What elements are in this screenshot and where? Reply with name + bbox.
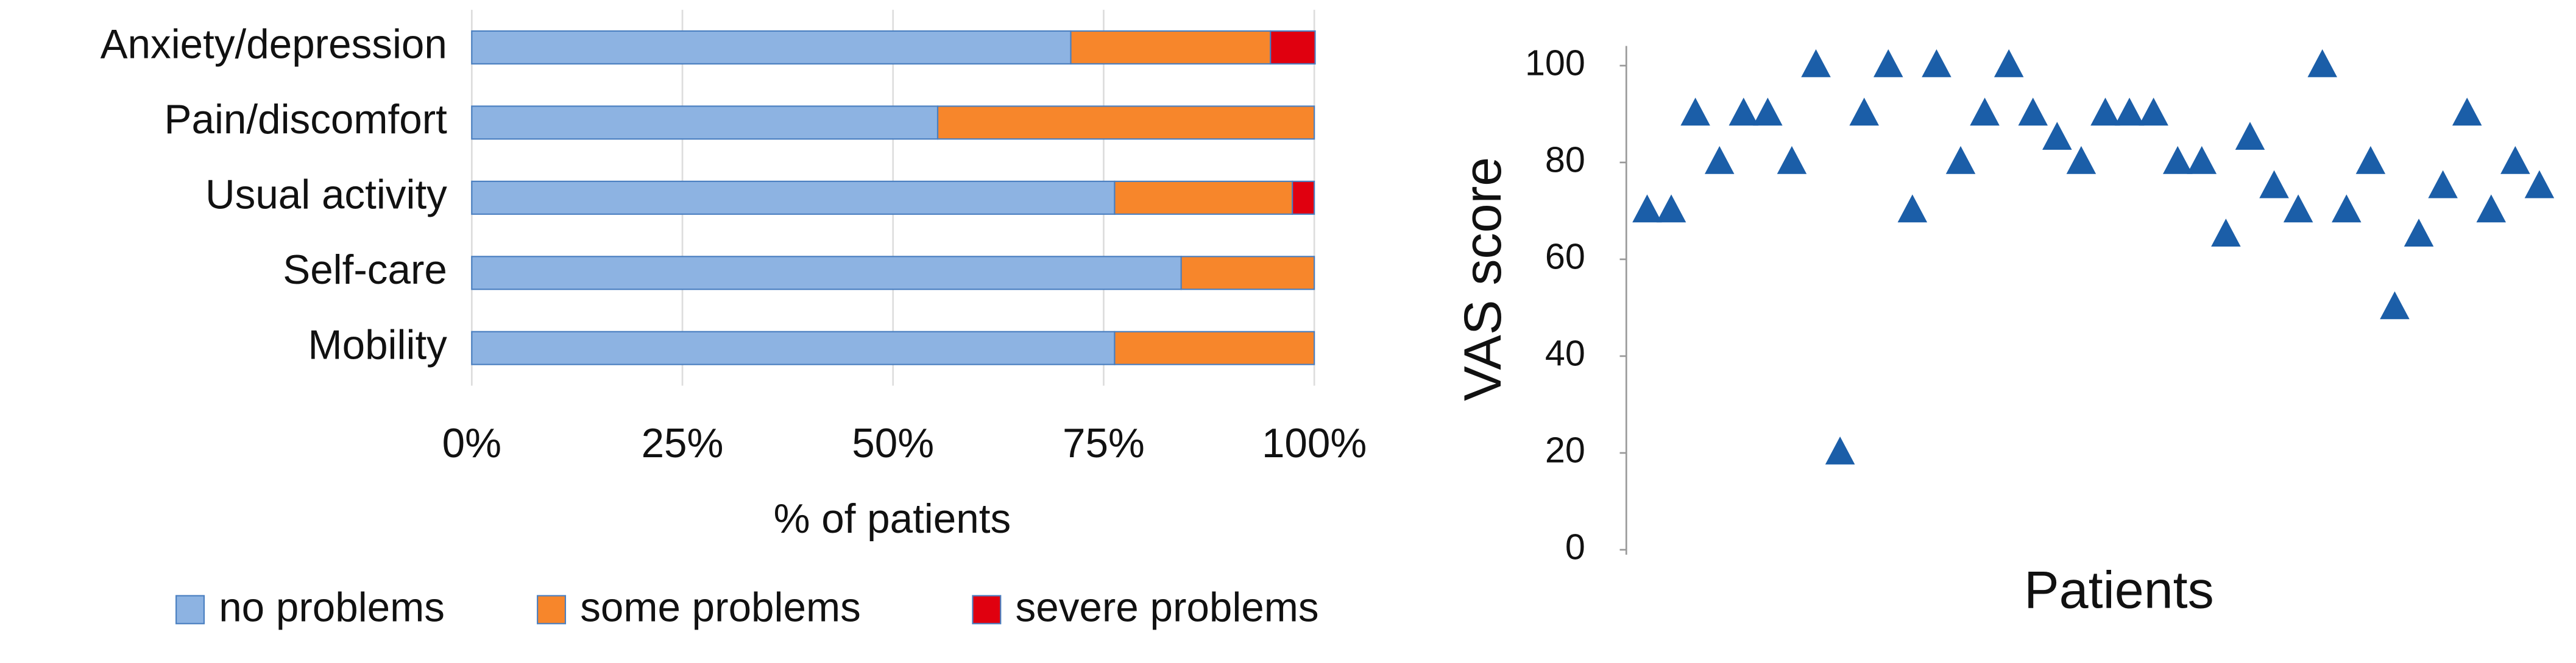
bar-segment	[1114, 180, 1293, 215]
y-tick-label: 40	[1545, 333, 1585, 374]
point	[1801, 49, 1831, 77]
point	[2139, 97, 2168, 126]
point	[2066, 146, 2097, 174]
point	[1897, 194, 1928, 223]
bar-segment	[1114, 331, 1315, 365]
point	[2114, 97, 2145, 126]
point	[2259, 170, 2289, 198]
point	[1753, 97, 1783, 126]
bar-segment	[1270, 30, 1316, 65]
bar-segment	[936, 105, 1315, 140]
point	[1729, 97, 1759, 126]
point	[2500, 146, 2530, 174]
point	[1825, 437, 1855, 465]
point	[2211, 219, 2241, 247]
point	[2042, 122, 2072, 150]
point	[1945, 146, 1976, 174]
point	[1849, 97, 1879, 126]
bar-segment	[471, 105, 939, 140]
bar-segment	[1292, 180, 1315, 215]
x-tick-label: 0%	[442, 421, 501, 466]
legend-label: some problems	[580, 585, 861, 631]
point	[1994, 49, 2024, 77]
point	[1680, 97, 1710, 126]
y-tick-label: 100	[1525, 42, 1585, 83]
x-axis-label: % of patients	[774, 496, 1011, 542]
y-tick-label: 20	[1545, 430, 1585, 471]
legend-label: no problems	[219, 585, 445, 631]
point	[1970, 97, 2000, 126]
point	[1777, 146, 1807, 174]
legend-swatch	[972, 595, 1002, 625]
y-tick-label: Self-care	[283, 247, 447, 293]
y-tick-label: Mobility	[308, 323, 447, 368]
point	[2428, 170, 2458, 198]
point	[2162, 146, 2193, 174]
point	[2355, 146, 2386, 174]
legend-label: severe problems	[1016, 585, 1319, 631]
bar-segment	[1070, 30, 1272, 65]
legend-swatch	[175, 595, 205, 625]
bar-segment	[471, 256, 1182, 290]
bar-segment	[471, 180, 1116, 215]
bar-segment	[471, 30, 1072, 65]
y-axis-label: VAS score	[1454, 157, 1512, 401]
point	[2187, 146, 2217, 174]
legend-swatch	[537, 595, 567, 625]
point	[2307, 49, 2337, 77]
y-tick-label: Usual activity	[205, 172, 447, 218]
point	[2018, 97, 2048, 126]
point	[2235, 122, 2265, 150]
y-tick-label: 60	[1545, 236, 1585, 277]
y-tick-label: Anxiety/depression	[101, 22, 447, 68]
bar-segment	[471, 331, 1116, 365]
point	[1922, 49, 1951, 77]
x-tick-label: 100%	[1262, 421, 1367, 466]
y-tick-label: 0	[1565, 527, 1585, 567]
y-tick-label: 80	[1545, 139, 1585, 180]
point	[2524, 170, 2555, 198]
x-tick-label: 25%	[642, 421, 724, 466]
point	[2090, 97, 2120, 126]
point	[2283, 194, 2313, 223]
point	[2452, 97, 2482, 126]
point	[2404, 219, 2434, 247]
point	[1656, 194, 1686, 223]
point	[2476, 194, 2507, 223]
point	[2380, 291, 2410, 320]
x-tick-label: 75%	[1063, 421, 1145, 466]
x-axis-label: Patients	[2024, 561, 2214, 620]
point	[1704, 146, 1735, 174]
point	[1874, 49, 1903, 77]
point	[2332, 194, 2362, 223]
x-tick-label: 50%	[852, 421, 934, 466]
y-tick-label: Pain/discomfort	[165, 97, 448, 142]
point	[1632, 194, 1662, 223]
bar-segment	[1180, 256, 1315, 290]
